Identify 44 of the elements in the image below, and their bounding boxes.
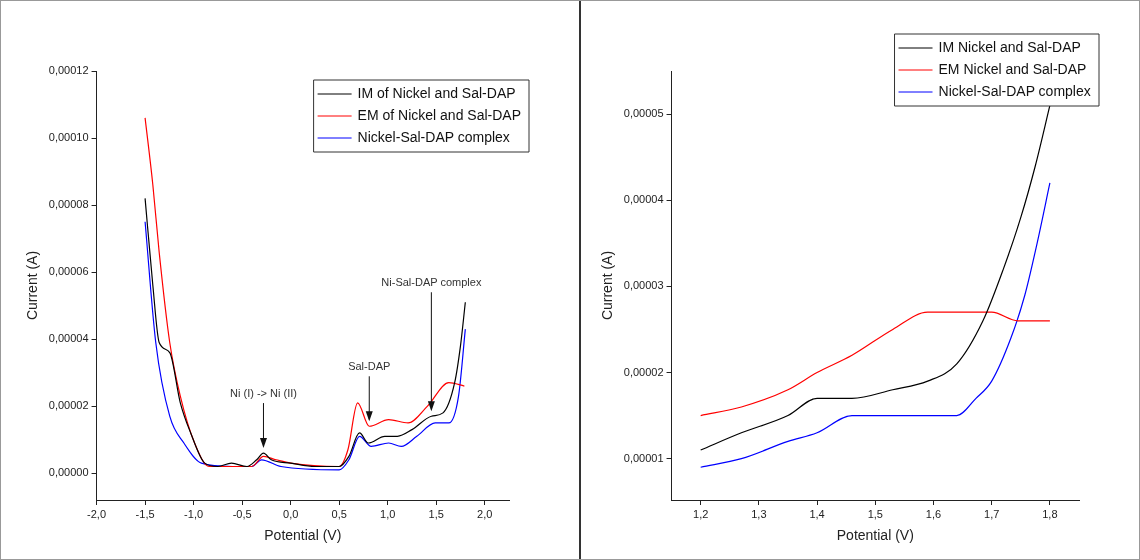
legend-label: Nickel-Sal-DAP complex xyxy=(357,128,510,145)
x-tick-label: 1,4 xyxy=(809,507,825,520)
annotation: Ni (I) -> Ni (II) xyxy=(230,386,297,399)
x-axis-title: Potential (V) xyxy=(836,527,914,544)
y-tick-label: 0,00000 xyxy=(48,466,89,479)
line-series xyxy=(700,104,1051,451)
legend-label: EM Nickel and Sal-DAP xyxy=(938,60,1087,77)
legend-label: IM Nickel and Sal-DAP xyxy=(938,38,1081,55)
x-tick-label: 0,0 xyxy=(283,507,299,520)
legend-label: Nickel-Sal-DAP complex xyxy=(938,82,1091,99)
line-series xyxy=(700,182,1051,468)
y-tick-label: 0,00003 xyxy=(623,279,664,292)
y-tick-label: 0,00001 xyxy=(623,451,664,464)
y-tick-label: 0,00008 xyxy=(48,198,89,211)
y-tick-label: 0,00012 xyxy=(48,64,89,77)
x-tick-label: 1,5 xyxy=(428,507,444,520)
x-tick-label: 0,5 xyxy=(331,507,347,520)
x-tick-label: 1,5 xyxy=(867,507,883,520)
x-tick-label: -1,0 xyxy=(184,507,204,520)
y-tick-label: 0,00006 xyxy=(48,265,89,278)
x-tick-label: 1,8 xyxy=(1042,507,1058,520)
y-tick-label: 0,00004 xyxy=(48,332,89,345)
x-tick-label: 2,0 xyxy=(477,507,493,520)
x-tick-label: -0,5 xyxy=(232,507,252,520)
x-tick-label: 1,2 xyxy=(693,507,709,520)
y-tick-label: 0,00002 xyxy=(48,399,89,412)
annotation: Sal-DAP xyxy=(348,359,391,372)
y-axis-title: Current (A) xyxy=(599,250,616,321)
y-axis-title: Current (A) xyxy=(24,250,41,321)
x-tick-label: -2,0 xyxy=(87,507,107,520)
y-tick-label: 0,00004 xyxy=(623,193,664,206)
x-tick-label: 1,3 xyxy=(751,507,767,520)
y-tick-label: 0,00005 xyxy=(623,107,664,120)
legend-label: IM of Nickel and Sal-DAP xyxy=(357,84,516,101)
x-axis-title: Potential (V) xyxy=(264,527,342,544)
x-tick-label: -1,5 xyxy=(135,507,155,520)
x-tick-label: 1,7 xyxy=(984,507,1000,520)
annotation: Ni-Sal-DAP complex xyxy=(381,275,482,288)
y-tick-label: 0,00002 xyxy=(623,365,664,378)
x-tick-label: 1,0 xyxy=(380,507,396,520)
legend-label: EM of Nickel and Sal-DAP xyxy=(357,106,522,123)
x-tick-label: 1,6 xyxy=(925,507,942,520)
line-series xyxy=(700,311,1051,417)
y-tick-label: 0,00010 xyxy=(48,131,89,144)
